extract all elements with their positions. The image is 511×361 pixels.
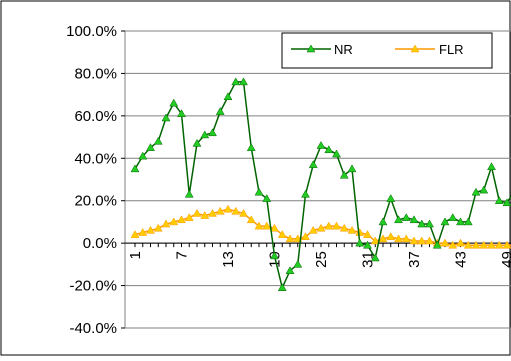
y-tick-label: 0.0% [83,235,117,252]
y-tick-label: 60.0% [74,108,117,125]
x-tick-label: 7 [174,251,191,259]
legend-label-flr: FLR [439,42,464,57]
x-tick-label: 13 [220,251,237,268]
y-tick-label: 20.0% [74,193,117,210]
x-tick-label: 43 [453,251,470,268]
y-tick-label: 80.0% [74,65,117,82]
y-tick-label: 40.0% [74,150,117,167]
y-tick-label: 100.0% [66,23,117,40]
x-tick-label: 25 [313,251,330,268]
x-tick-label: 1 [127,251,144,259]
y-tick-label: -40.0% [69,320,117,337]
x-tick-label: 37 [406,251,423,268]
y-tick-label: -20.0% [69,278,117,295]
legend-label-nr: NR [334,42,353,57]
legend: NR FLR [282,33,492,68]
x-tick-label: 49 [499,251,511,268]
